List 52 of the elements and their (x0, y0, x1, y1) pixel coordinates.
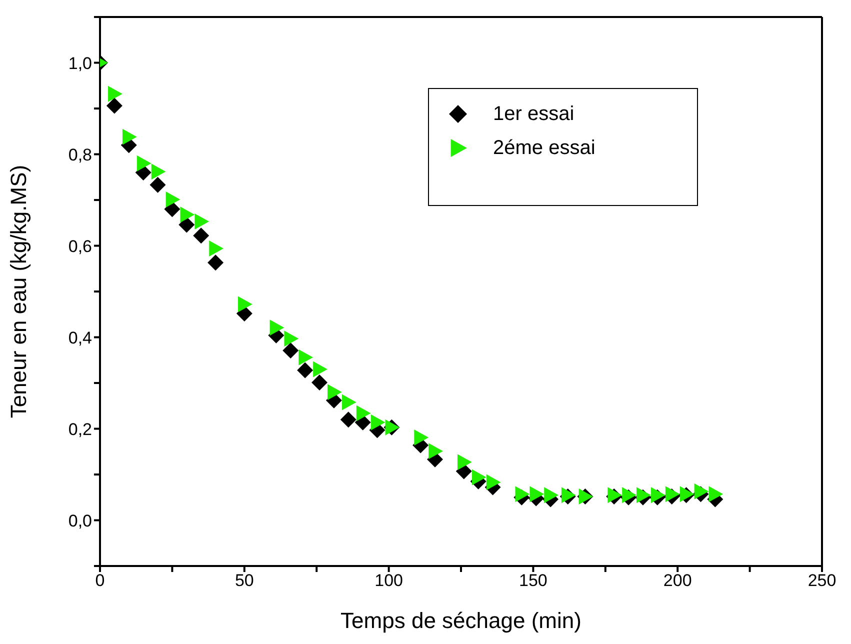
x-tick-label: 200 (663, 571, 692, 590)
x-tick-label: 100 (374, 571, 403, 590)
point (151, 164, 166, 180)
x-axis-title: Temps de séchage (min) (340, 608, 582, 633)
point (708, 486, 724, 502)
y-tick-label: 0,6 (68, 236, 92, 256)
point (328, 384, 342, 400)
point (486, 474, 501, 490)
x-tick-label: 0 (95, 571, 105, 590)
point (284, 330, 299, 347)
point (457, 454, 472, 470)
point (530, 486, 544, 502)
point (106, 98, 122, 114)
point (193, 228, 210, 244)
point (238, 296, 252, 312)
point (208, 254, 224, 271)
point (297, 362, 314, 378)
point (694, 483, 709, 500)
point (282, 342, 299, 359)
point (340, 412, 356, 428)
point (209, 240, 224, 256)
point (515, 486, 530, 502)
point (150, 176, 166, 193)
point (194, 214, 210, 230)
y-axis-title: Teneur en eau (kg/kg.MS) (6, 164, 31, 418)
point (166, 192, 180, 208)
point (311, 374, 328, 391)
point (270, 320, 284, 336)
point (414, 429, 429, 446)
point (342, 394, 356, 410)
y-tick-label: 0,2 (68, 420, 92, 439)
y-tick-label: 0,0 (68, 511, 92, 530)
point (180, 206, 195, 223)
y-tick-label: 0,4 (68, 328, 92, 348)
point (544, 487, 559, 504)
point (428, 443, 444, 460)
point (370, 414, 386, 430)
x-tick-label: 150 (519, 571, 548, 590)
point (313, 361, 328, 378)
point (298, 349, 314, 366)
y-tick-label: 1,0 (68, 54, 92, 73)
point (108, 86, 122, 102)
point (356, 405, 371, 422)
point (136, 155, 152, 172)
y-tick-label: 0,8 (68, 145, 92, 164)
point (178, 216, 195, 233)
x-tick-label: 250 (808, 571, 836, 590)
legend-label: 1er essai (493, 102, 574, 126)
point (122, 128, 137, 145)
legend-label: 2éme essai (493, 136, 596, 160)
point (472, 469, 486, 486)
x-tick-label: 50 (234, 571, 254, 590)
